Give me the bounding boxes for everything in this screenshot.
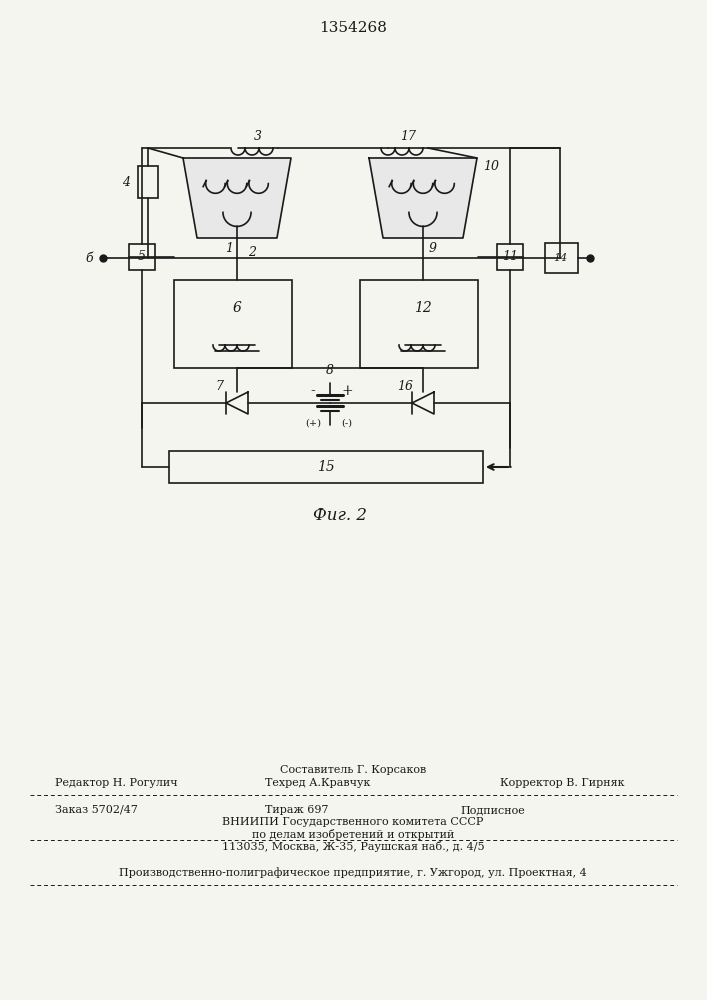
Bar xyxy=(138,166,158,198)
Text: Заказ 5702/47: Заказ 5702/47 xyxy=(55,805,138,815)
Text: (-): (-) xyxy=(341,418,353,428)
Text: 2: 2 xyxy=(248,246,256,259)
Bar xyxy=(129,244,155,270)
Text: Техред А.Кравчук: Техред А.Кравчук xyxy=(265,778,370,788)
Bar xyxy=(545,243,578,273)
Text: -: - xyxy=(310,384,315,398)
Text: 1354268: 1354268 xyxy=(319,21,387,35)
Bar xyxy=(360,280,478,368)
Text: 9: 9 xyxy=(429,241,437,254)
Text: 17: 17 xyxy=(400,129,416,142)
Text: Корректор В. Гирняк: Корректор В. Гирняк xyxy=(500,778,624,788)
Text: Редактор Н. Рогулич: Редактор Н. Рогулич xyxy=(55,778,177,788)
Text: Составитель Г. Корсаков: Составитель Г. Корсаков xyxy=(280,765,426,775)
Text: по делам изобретений и открытий: по делам изобретений и открытий xyxy=(252,828,454,840)
Text: ВНИИПИ Государственного комитета СССР: ВНИИПИ Государственного комитета СССР xyxy=(222,817,484,827)
Text: +: + xyxy=(341,384,353,398)
Text: Подписное: Подписное xyxy=(460,805,525,815)
Text: 5: 5 xyxy=(138,250,146,263)
Text: Производственно-полиграфическое предприятие, г. Ужгород, ул. Проектная, 4: Производственно-полиграфическое предприя… xyxy=(119,868,587,878)
Text: 8: 8 xyxy=(326,364,334,377)
Polygon shape xyxy=(369,158,477,238)
Bar xyxy=(497,244,523,270)
Text: 113035, Москва, Ж-35, Раушская наб., д. 4/5: 113035, Москва, Ж-35, Раушская наб., д. … xyxy=(222,840,484,852)
Text: (+): (+) xyxy=(305,418,321,428)
Text: 15: 15 xyxy=(317,460,335,474)
Text: 14: 14 xyxy=(553,253,567,263)
Text: Фиг. 2: Фиг. 2 xyxy=(313,508,367,524)
Text: 16: 16 xyxy=(397,380,413,393)
Text: 1: 1 xyxy=(225,241,233,254)
Bar xyxy=(169,451,483,483)
Polygon shape xyxy=(183,158,291,238)
Text: 7: 7 xyxy=(215,380,223,393)
Text: 12: 12 xyxy=(414,301,432,315)
Text: б: б xyxy=(85,251,93,264)
Text: 3: 3 xyxy=(254,129,262,142)
Text: 10: 10 xyxy=(483,159,499,172)
Bar xyxy=(174,280,292,368)
Text: 4: 4 xyxy=(122,176,130,188)
Text: 11: 11 xyxy=(502,250,518,263)
Text: Тираж 697: Тираж 697 xyxy=(265,805,329,815)
Text: 6: 6 xyxy=(233,301,241,315)
